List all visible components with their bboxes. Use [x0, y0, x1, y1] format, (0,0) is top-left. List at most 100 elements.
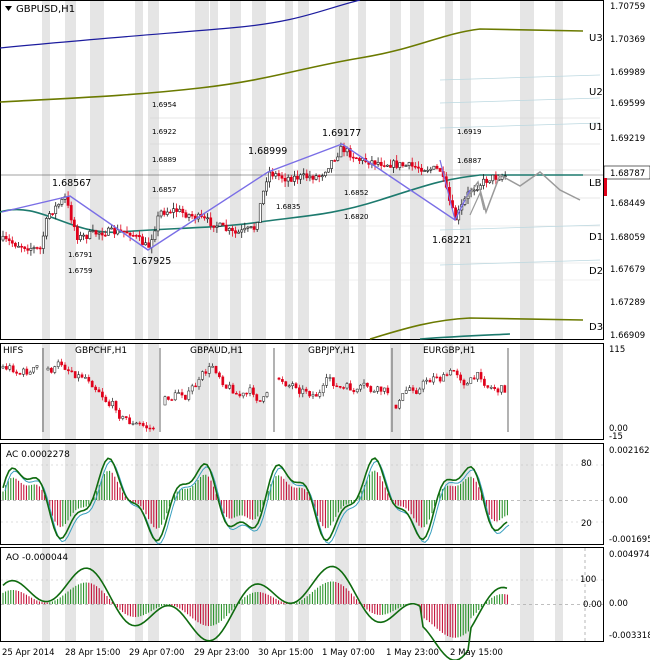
hifs-body: [138, 422, 142, 425]
ac-signal-line: [4, 460, 510, 545]
hifs-body: [301, 388, 305, 394]
fib-label: 1.6835: [276, 203, 301, 211]
zigzag-label: 1.68221: [432, 235, 471, 246]
session-shade: [285, 344, 293, 439]
hifs-body: [455, 370, 459, 376]
hifs-body: [135, 422, 138, 425]
candle-body: [69, 205, 73, 221]
candle-body: [221, 222, 225, 226]
candle-body: [330, 160, 334, 169]
candle-body: [261, 190, 265, 204]
candle-body: [128, 232, 132, 236]
hifs-body: [459, 374, 462, 381]
hifs-axis-tick: 115: [609, 345, 625, 355]
hifs-body: [67, 369, 70, 372]
hifs-body: [60, 361, 63, 366]
session-shade: [460, 344, 471, 439]
candle-body: [240, 229, 244, 233]
candle-body: [246, 226, 250, 229]
session-shade: [195, 344, 209, 439]
session-shade: [358, 344, 366, 439]
hifs-body: [145, 425, 148, 429]
hifs-body: [111, 401, 114, 407]
price-tick: 1.67679: [610, 265, 645, 275]
hifs-body: [284, 381, 288, 387]
time-tick: 25 Apr 2014: [2, 648, 55, 658]
projection-line: [469, 191, 485, 216]
hifs-body: [80, 374, 84, 378]
ac-panel-title: AC 0.0002278: [6, 450, 70, 460]
hifs-body: [294, 383, 298, 389]
fib-label: 1.6922: [152, 128, 177, 136]
candle-body: [243, 227, 247, 231]
candle-body: [237, 231, 241, 234]
candle-body: [131, 234, 135, 237]
price-tick: 1.69219: [610, 134, 645, 144]
hifs-body: [277, 377, 281, 380]
hifs-body: [104, 396, 108, 403]
collapse-arrow-icon[interactable]: [5, 6, 12, 11]
hifs-body: [22, 368, 25, 375]
candle-body: [435, 165, 439, 169]
fib-label: 1.6852: [344, 189, 369, 197]
time-axis[interactable]: 25 Apr 2014 28 Apr 15:00 29 Apr 07:00 29…: [2, 648, 503, 658]
hifs-body: [418, 388, 422, 394]
hifs-body: [408, 387, 411, 391]
session-shade: [445, 344, 453, 439]
ao-left-tick: 100: [580, 575, 596, 585]
price-tick: 1.66909: [610, 331, 645, 341]
hifs-body: [321, 385, 325, 393]
price-axis[interactable]: 1.70759 1.70369 1.69989 1.69599 1.69219 …: [610, 2, 645, 341]
session-shade: [210, 548, 218, 641]
hifs-body: [187, 390, 191, 400]
candle-body: [432, 165, 436, 170]
candle-body: [57, 204, 61, 207]
hifs-body: [224, 384, 228, 389]
zigzag-pattern: [1, 143, 581, 251]
d3-curve: [369, 317, 584, 340]
hifs-body: [489, 386, 493, 389]
candle-body: [10, 240, 14, 244]
candle-body: [311, 175, 315, 180]
hifs-body: [325, 377, 328, 386]
candle-body: [66, 196, 70, 206]
candle-body: [107, 227, 110, 236]
session-shade: [42, 1, 50, 339]
candle-body: [314, 175, 318, 180]
hifs-body: [173, 392, 177, 401]
candle-body: [17, 245, 20, 248]
candle-body: [209, 217, 213, 226]
session-shade: [410, 444, 424, 544]
hifs-instrument-1: GBPCHF,H1: [75, 346, 127, 356]
lower-teal-curve: [419, 333, 511, 340]
level-label-u3: U3: [589, 33, 603, 44]
candle-body: [336, 156, 340, 161]
hifs-body: [121, 416, 125, 419]
hifs-body: [124, 416, 128, 418]
time-tick: 1 May 07:00: [322, 648, 375, 658]
candle-body: [169, 211, 172, 214]
hifs-body: [231, 384, 235, 394]
level-label-d2: D2: [589, 266, 603, 277]
candle-body: [116, 229, 120, 235]
fib-labels: 1.6954 1.6922 1.6889 1.6857 1.6835 1.679…: [68, 101, 482, 275]
hifs-body: [500, 385, 503, 393]
candle-body: [91, 230, 95, 232]
hifs-body: [311, 394, 315, 397]
candle-body: [491, 174, 495, 182]
candle-body: [482, 178, 485, 186]
price-candles: [1, 142, 507, 256]
session-shade: [555, 444, 563, 544]
hifs-body: [262, 396, 265, 402]
fib-label: 1.6857: [152, 186, 177, 194]
session-shade: [390, 548, 401, 641]
candle-body: [181, 208, 185, 213]
time-tick: 1 May 23:00: [386, 648, 439, 658]
hifs-body: [411, 387, 415, 391]
price-tick: 1.68449: [610, 199, 645, 209]
hifs-body: [342, 387, 345, 389]
candle-body: [308, 175, 312, 179]
candle-body: [23, 246, 27, 249]
session-shade: [285, 548, 293, 641]
